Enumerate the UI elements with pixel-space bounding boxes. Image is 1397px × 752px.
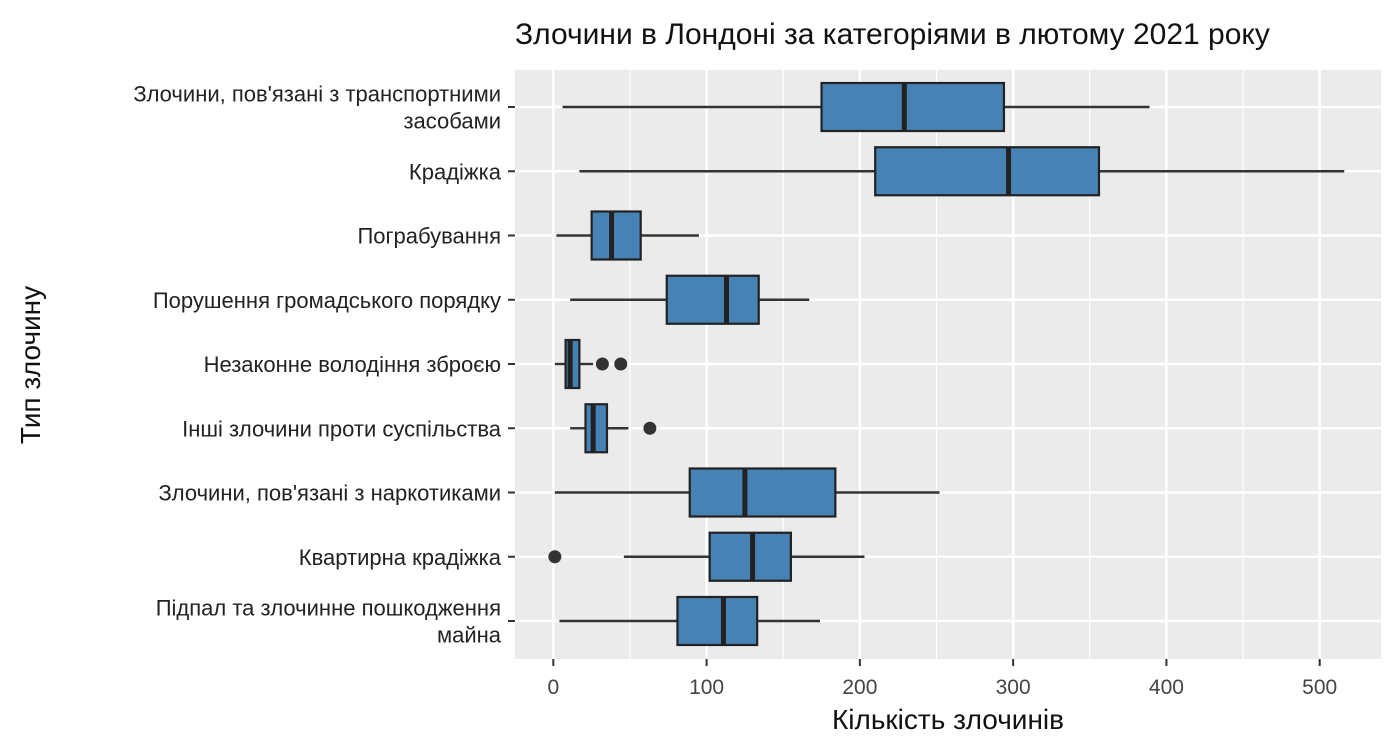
outlier-point [595,357,609,371]
boxplot-group [554,338,628,390]
boxplot-group [559,595,821,647]
x-tick-label: 400 [1149,676,1184,699]
box-iqr [820,81,1006,133]
box-iqr [665,274,760,325]
x-tick-label: 200 [842,676,877,699]
category-label: Порушення громадського порядку [153,288,501,313]
boxplot-group [554,467,940,518]
category-label: Пограбування [357,224,501,249]
category-label: засобами [403,109,501,134]
category-label: Крадіжка [409,159,502,184]
category-label: Злочини, пов'язані з транспортними [133,82,501,107]
category-label: Незаконне володіння зброєю [204,352,501,377]
x-tick-label: 0 [547,676,559,699]
y-axis-title: Тип злочину [15,286,46,444]
category-label: Інші злочини проти суспільства [182,416,502,441]
boxplot-group [570,403,657,454]
outlier-point [643,421,657,435]
category-labels: Злочини, пов'язані з транспортнимизасоба… [133,82,515,648]
x-tick-label: 300 [996,676,1031,699]
boxplot-group [562,81,1150,133]
x-tick-label: 100 [689,676,724,699]
boxplot-group [570,274,810,325]
boxplot-group [548,531,865,582]
x-tick-labels: 0 100 200 300 400 500 [547,659,1337,699]
category-label: Злочини, пов'язані з наркотиками [158,481,501,506]
category-label: Квартирна крадіжка [299,545,502,570]
outlier-point [614,357,628,371]
boxes [548,81,1345,647]
outlier-point [548,550,562,564]
category-label: Підпал та злочинне пошкодження [156,596,501,621]
box-iqr [874,146,1101,197]
x-tick-label: 500 [1302,676,1337,699]
chart-title: Злочини в Лондоні за категоріями в лютом… [515,18,1270,51]
box-iqr [590,210,642,261]
box-iqr [676,595,759,647]
box-iqr [688,467,837,518]
boxplot-group [556,210,699,261]
box-iqr [584,403,609,454]
category-label: майна [437,623,502,648]
boxplot-group [579,146,1345,197]
x-axis-title: Кількість злочинів [832,704,1064,735]
